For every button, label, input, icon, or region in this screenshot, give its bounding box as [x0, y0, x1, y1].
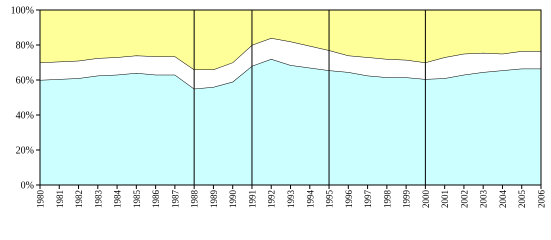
- x-tick-label: 2003: [479, 190, 489, 209]
- x-tick-label: 1980: [36, 190, 46, 209]
- x-tick-label: 1986: [151, 190, 161, 209]
- x-tick-label: 1994: [305, 190, 315, 209]
- x-tick-label: 1982: [74, 190, 84, 208]
- y-tick-label: 100%: [11, 6, 34, 17]
- x-tick-label: 1995: [325, 190, 335, 209]
- x-tick-label: 1987: [170, 190, 180, 209]
- x-tick-label: 1988: [190, 190, 200, 209]
- x-tick-label: 1996: [344, 190, 354, 209]
- x-tick-label: 1998: [382, 190, 392, 209]
- x-tick-label: 1985: [132, 190, 142, 209]
- x-tick-label: 1981: [55, 190, 65, 208]
- y-tick-label: 60%: [16, 76, 34, 87]
- x-tick-label: 1990: [228, 190, 238, 209]
- x-tick-label: 1999: [402, 190, 412, 209]
- x-tick-label: 2001: [440, 190, 450, 208]
- x-tick-label: 1984: [113, 190, 123, 209]
- area: [40, 59, 541, 185]
- x-tick-label: 2005: [517, 190, 527, 209]
- y-tick-label: 40%: [16, 111, 34, 122]
- x-tick-label: 1991: [247, 190, 257, 208]
- x-tick-label: 1989: [209, 190, 219, 209]
- x-tick-label: 2004: [498, 190, 508, 209]
- area: [40, 10, 541, 70]
- x-tick-label: 1992: [267, 190, 277, 208]
- x-tick-label: 1997: [363, 190, 373, 209]
- x-tick-label: 2002: [459, 190, 469, 208]
- y-tick-label: 20%: [16, 146, 34, 157]
- y-tick-label: 0%: [21, 181, 34, 192]
- y-tick-label: 80%: [16, 41, 34, 52]
- x-tick-label: 2000: [421, 190, 431, 209]
- x-tick-label: 2006: [537, 190, 547, 209]
- x-tick-label: 1993: [286, 190, 296, 209]
- x-tick-label: 1983: [93, 190, 103, 209]
- chart: 0% 20% 40% 60% 80% 100% 1980 1981 1982 1983 1984 19…: [11, 6, 547, 209]
- area: [40, 38, 541, 89]
